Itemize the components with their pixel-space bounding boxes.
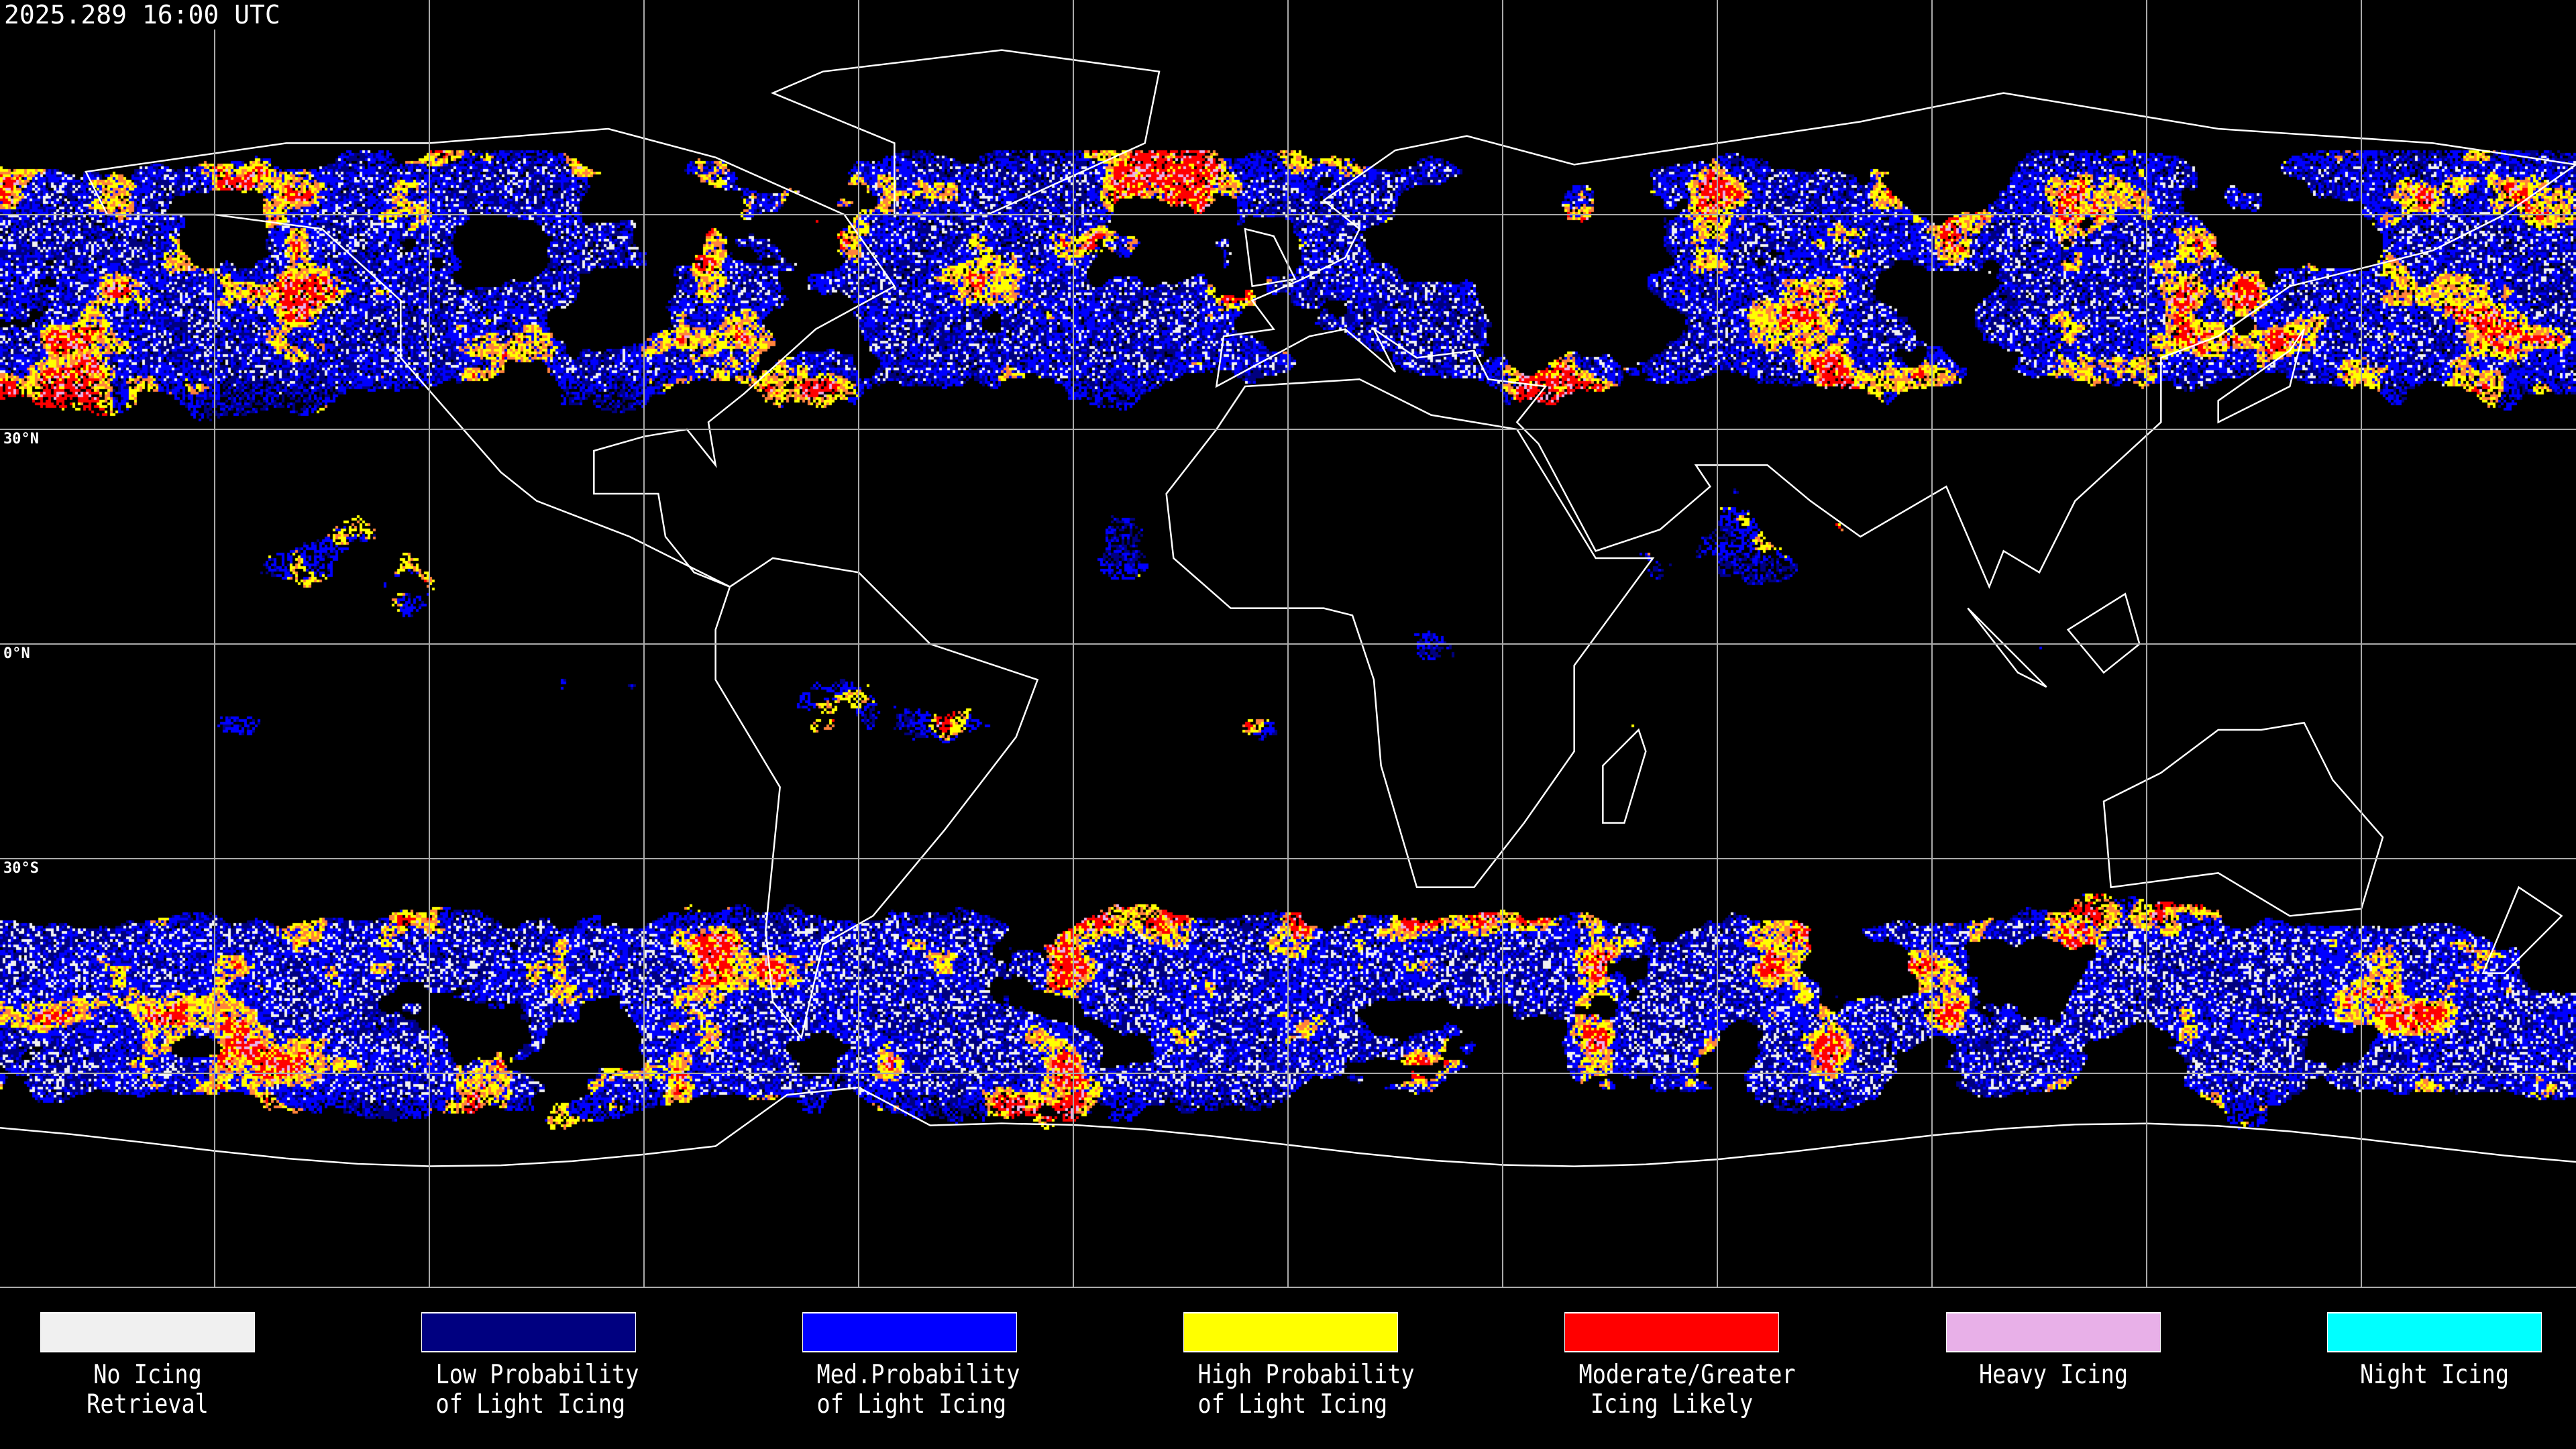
legend-label: of Light Icing xyxy=(435,1389,626,1419)
legend-swatch xyxy=(421,1312,636,1352)
coastline-sumatra xyxy=(1967,607,2047,688)
legend-swatch xyxy=(802,1312,1017,1352)
coastline-africa xyxy=(1165,378,1655,888)
legend-item-high-probability: High Probability of Light Icing xyxy=(1183,1312,1415,1419)
graticule xyxy=(0,0,2576,1288)
legend-swatch xyxy=(2327,1312,2542,1352)
coastline-eurasia xyxy=(1215,92,2576,589)
coastline-australia xyxy=(2102,721,2384,917)
lat-label-30n: 30°N xyxy=(1,431,41,447)
legend-item-heavy-icing: Heavy Icing xyxy=(1945,1312,2161,1419)
legend-label: Icing Likely xyxy=(1590,1389,1754,1419)
legend-label xyxy=(2342,1390,2528,1419)
coastline-north-america xyxy=(85,127,896,588)
coastline-borneo xyxy=(2066,592,2141,674)
legend-label: No Icing xyxy=(93,1360,202,1390)
legend-label: Retrieval xyxy=(87,1389,209,1419)
timestamp: 2025.289 16:00 UTC xyxy=(3,0,284,30)
legend: No Icing Retrieval Low Probability of Ligh… xyxy=(0,1288,2576,1449)
legend-label: Night Icing xyxy=(2359,1360,2510,1390)
legend-label: Low Probability xyxy=(435,1360,639,1390)
coastline-madagascar xyxy=(1602,728,1647,824)
legend-item-low-probability: Low Probability of Light Icing xyxy=(421,1312,639,1419)
lat-label-30s: 30°S xyxy=(1,860,41,877)
legend-item-med-probability: Med.Probability of Light Icing xyxy=(802,1312,1020,1419)
legend-item-night-icing: Night Icing xyxy=(2326,1312,2542,1419)
legend-label: High Probability xyxy=(1197,1360,1415,1390)
coastline-japan xyxy=(2217,328,2305,424)
coastline-new-zealand xyxy=(2481,885,2563,974)
legend-swatch xyxy=(1564,1312,1779,1352)
legend-label: Moderate/Greater xyxy=(1578,1360,1796,1390)
legend-label: of Light Icing xyxy=(816,1389,1007,1419)
coastline-south-america xyxy=(714,557,1039,1040)
lat-label-equator: 0°N xyxy=(1,645,32,662)
coastline-greenland xyxy=(770,49,1161,216)
legend-label xyxy=(1961,1390,2147,1419)
legend-swatch xyxy=(1183,1312,1398,1352)
legend-item-moderate-greater: Moderate/Greater Icing Likely xyxy=(1564,1312,1796,1419)
map-overlay xyxy=(0,0,2576,1288)
legend-label: of Light Icing xyxy=(1197,1389,1388,1419)
coastline-uk xyxy=(1244,227,1297,288)
legend-label: Heavy Icing xyxy=(1978,1360,2129,1390)
legend-swatch xyxy=(1946,1312,2161,1352)
legend-swatch xyxy=(40,1312,255,1352)
icing-map: 30°N 0°N 30°S 2025.289 16:00 UTC xyxy=(0,0,2576,1288)
legend-item-no-icing: No Icing Retrieval xyxy=(40,1312,256,1419)
map-border xyxy=(0,1287,2576,1288)
legend-label: Med.Probability xyxy=(816,1360,1020,1390)
